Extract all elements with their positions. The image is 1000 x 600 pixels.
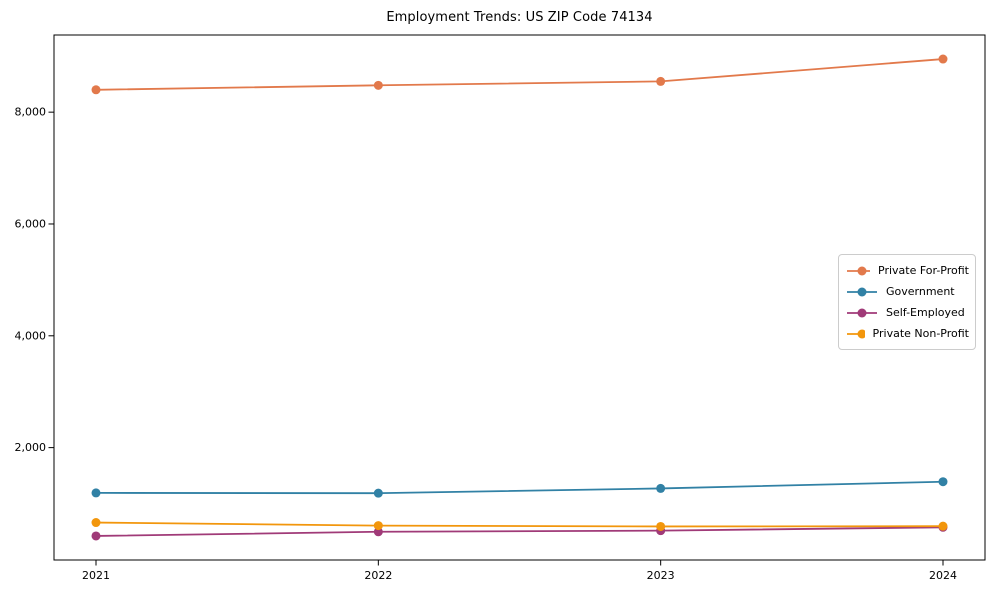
y-tick-label: 2,000 xyxy=(15,441,47,454)
legend-item: Private For-Profit xyxy=(846,260,969,281)
x-tick-label: 2021 xyxy=(82,569,110,582)
y-tick-label: 4,000 xyxy=(15,329,47,342)
legend-marker-icon xyxy=(847,266,870,275)
data-point xyxy=(656,521,666,531)
axes-frame xyxy=(53,34,986,561)
y-tick-label: 8,000 xyxy=(15,106,47,119)
data-point xyxy=(656,76,666,86)
series-line xyxy=(95,58,944,91)
legend-item-label: Private For-Profit xyxy=(878,264,969,277)
data-point xyxy=(373,488,383,498)
data-point xyxy=(373,527,383,537)
legend-marker-icon xyxy=(847,308,877,317)
data-point xyxy=(938,477,948,487)
data-point xyxy=(656,483,666,493)
series-line xyxy=(95,480,944,495)
series-line xyxy=(95,526,944,537)
series-line xyxy=(95,521,944,528)
legend-item: Private Non-Profit xyxy=(846,323,969,344)
x-tick-label: 2022 xyxy=(364,569,392,582)
legend-item-label: Private Non-Profit xyxy=(872,327,969,340)
data-point xyxy=(938,521,948,531)
data-point xyxy=(91,531,101,541)
legend-item: Self-Employed xyxy=(846,302,969,323)
chart-title: Employment Trends: US ZIP Code 74134 xyxy=(386,10,653,25)
x-tick-label: 2024 xyxy=(929,569,957,582)
y-tick-label: 6,000 xyxy=(15,217,47,230)
chart-legend: Private For-Profit Government Self-Employe… xyxy=(838,254,976,350)
legend-marker-icon xyxy=(847,287,877,296)
legend-item: Government xyxy=(846,281,969,302)
data-point xyxy=(91,85,101,95)
data-point xyxy=(373,80,383,90)
legend-item-label: Government xyxy=(886,285,955,298)
data-point xyxy=(373,521,383,531)
legend-item-label: Self-Employed xyxy=(886,306,965,319)
legend-marker-icon xyxy=(847,329,865,338)
x-tick-label: 2023 xyxy=(647,569,675,582)
data-point xyxy=(91,488,101,498)
data-point xyxy=(938,54,948,64)
data-point xyxy=(91,518,101,528)
